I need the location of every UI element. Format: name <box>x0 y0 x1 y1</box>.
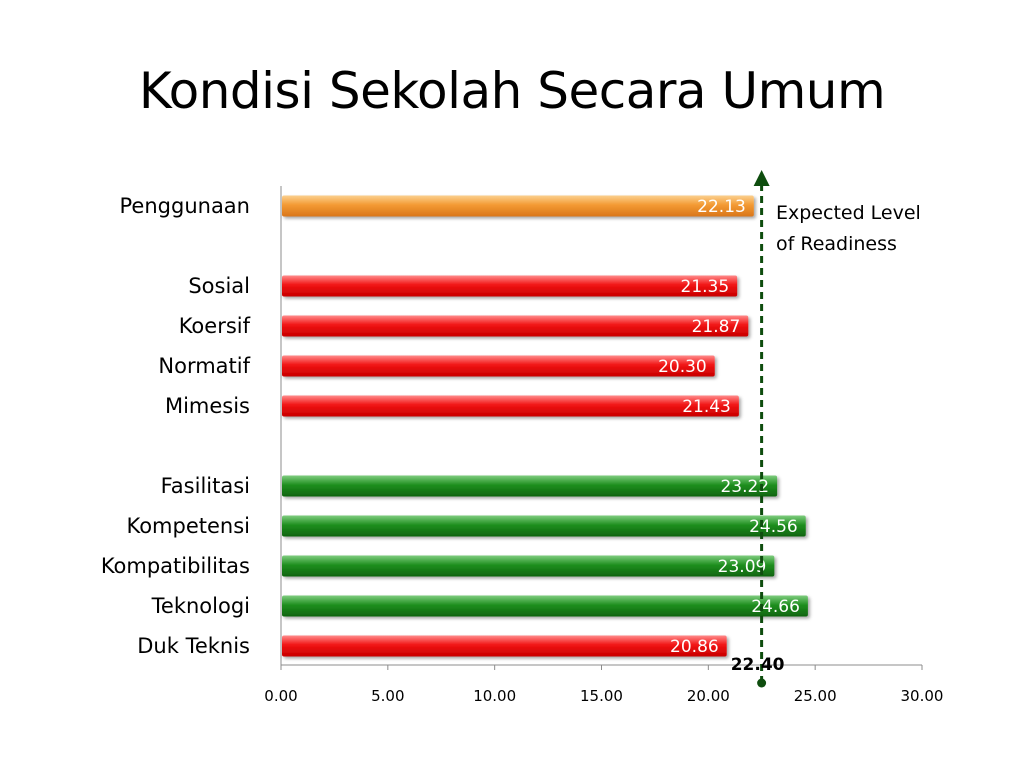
value-label: 21.87 <box>692 317 741 337</box>
category-label: Penggunaan <box>120 194 250 218</box>
bar <box>282 635 727 657</box>
value-label: 22.13 <box>697 197 746 217</box>
category-label: Teknologi <box>151 594 250 618</box>
x-tick-label: 10.00 <box>473 687 516 705</box>
category-label: Mimesis <box>165 394 250 418</box>
x-tick-label: 0.00 <box>264 687 297 705</box>
x-tick-label: 20.00 <box>687 687 730 705</box>
value-label: 24.66 <box>751 597 800 617</box>
bar <box>282 195 754 217</box>
category-label: Normatif <box>158 354 250 378</box>
bar <box>282 555 775 577</box>
bar <box>282 395 739 417</box>
reference-value-label: 22.40 <box>731 655 785 675</box>
value-label: 21.35 <box>681 277 730 297</box>
category-label: Duk Teknis <box>137 634 250 658</box>
value-label: 24.56 <box>749 517 798 537</box>
category-label: Kompetensi <box>126 514 250 538</box>
bar <box>282 315 749 337</box>
category-label: Koersif <box>179 314 251 338</box>
bar <box>282 515 806 537</box>
reference-arrowhead <box>753 170 770 186</box>
value-label: 20.30 <box>658 357 707 377</box>
annotation-text: Expected Level <box>776 202 921 224</box>
value-label: 20.86 <box>670 637 719 657</box>
x-tick-label: 30.00 <box>901 687 944 705</box>
bar <box>282 355 715 377</box>
value-label: 23.22 <box>720 477 769 497</box>
slide-title: Kondisi Sekolah Secara Umum <box>138 62 886 120</box>
x-tick-label: 5.00 <box>371 687 404 705</box>
annotation-text: of Readiness <box>776 233 897 255</box>
x-tick-label: 15.00 <box>580 687 623 705</box>
x-tick-label: 25.00 <box>794 687 837 705</box>
category-label: Sosial <box>188 274 250 298</box>
value-label: 21.43 <box>682 397 731 417</box>
bar <box>282 475 778 497</box>
bar <box>282 275 738 297</box>
category-label: Kompatibilitas <box>101 554 250 578</box>
value-label: 23.09 <box>718 557 767 577</box>
reference-dot <box>757 678 767 688</box>
category-label: Fasilitasi <box>161 474 250 498</box>
bar <box>282 595 808 617</box>
